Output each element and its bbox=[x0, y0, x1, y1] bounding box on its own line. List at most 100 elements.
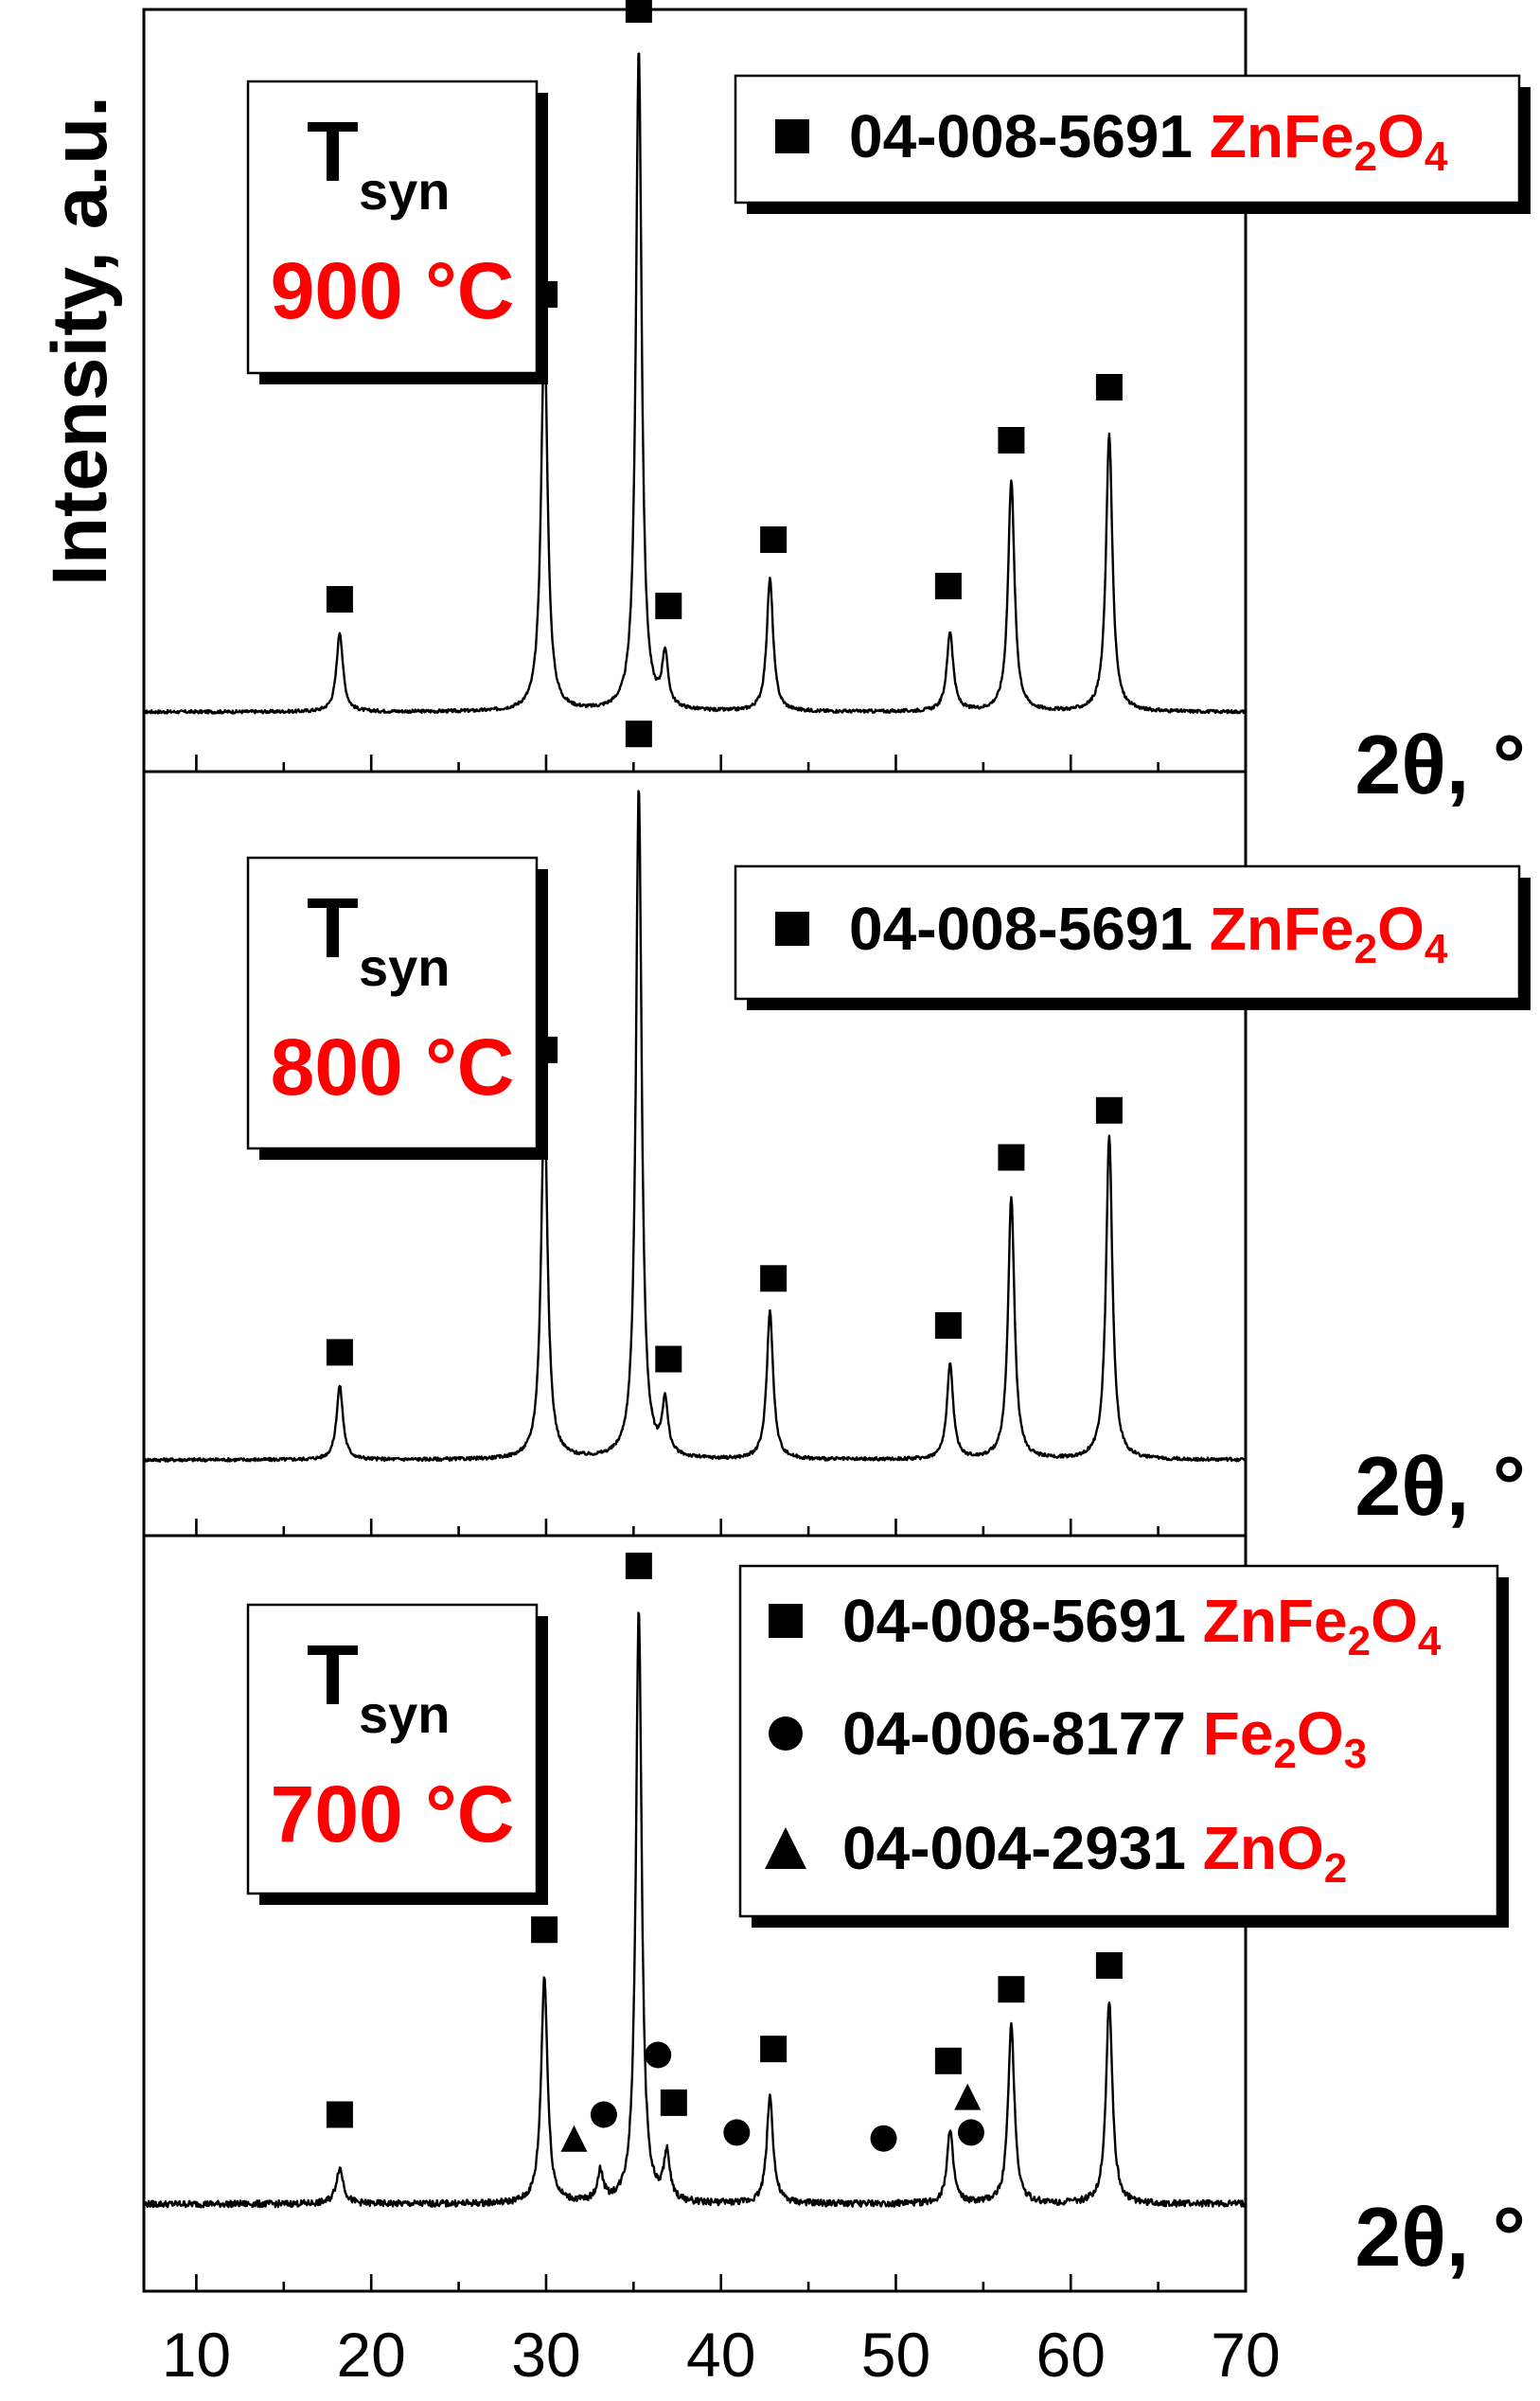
peak-square-marker bbox=[326, 586, 353, 613]
temperature-value: 900 °C bbox=[271, 246, 515, 335]
tsyn-subscript: syn bbox=[359, 161, 451, 221]
tsyn-subscript: syn bbox=[359, 1684, 451, 1744]
x-tick-label: 10 bbox=[162, 2320, 231, 2390]
peak-circle-marker bbox=[723, 2119, 751, 2146]
tsyn-t: T bbox=[307, 1628, 359, 1723]
tsyn-box bbox=[246, 1603, 539, 1895]
tsyn-box bbox=[246, 856, 539, 1150]
legend-formula-part: 2 bbox=[1348, 1618, 1371, 1664]
legend-entry: 04-006-8177 Fe2O3 bbox=[842, 1699, 1367, 1777]
legend-entry: 04-008-5691 ZnFe2O4 bbox=[849, 102, 1448, 180]
peak-square-marker bbox=[760, 2036, 788, 2063]
legend-box bbox=[734, 864, 1521, 1001]
diffraction-trace bbox=[142, 790, 1247, 1463]
peak-circle-marker bbox=[645, 2041, 672, 2069]
tsyn-label: Tsyn bbox=[307, 881, 450, 997]
peak-square-marker bbox=[625, 720, 652, 748]
peak-square-marker bbox=[1095, 1096, 1123, 1124]
peak-square-marker bbox=[998, 1976, 1025, 2003]
legend-formula-part: 4 bbox=[1425, 926, 1448, 972]
x-axis-title: 2θ, ° bbox=[1354, 718, 1526, 811]
x-tick-label: 40 bbox=[686, 2320, 755, 2390]
peak-square-marker bbox=[625, 0, 652, 23]
legend-formula-part: 4 bbox=[1418, 1618, 1442, 1664]
peak-square-marker bbox=[998, 1144, 1025, 1171]
legend-card-code: 04-008-5691 bbox=[849, 102, 1210, 170]
temperature-value: 800 °C bbox=[271, 1023, 515, 1112]
legend-entry: 04-008-5691 ZnFe2O4 bbox=[849, 895, 1448, 972]
legend-card-code: 04-004-2931 bbox=[842, 1814, 1203, 1882]
tsyn-label: Tsyn bbox=[307, 105, 450, 221]
legend-box bbox=[738, 1564, 1499, 1918]
tsyn-subscript: syn bbox=[359, 937, 451, 997]
peak-square-marker bbox=[760, 1265, 788, 1292]
peak-square-marker bbox=[934, 2047, 962, 2074]
peak-square-marker bbox=[531, 1916, 558, 1944]
legend-entry: 04-008-5691 ZnFe2O4 bbox=[842, 1587, 1442, 1664]
peak-triangle-marker bbox=[954, 2083, 982, 2110]
legend-formula-part: 2 bbox=[1354, 133, 1377, 180]
x-tick-label: 60 bbox=[1036, 2320, 1106, 2390]
tsyn-t: T bbox=[307, 881, 359, 976]
legend-formula-part: 2 bbox=[1324, 1845, 1347, 1892]
x-axis: 10 20 30 40 50 60 70 bbox=[162, 2320, 1281, 2390]
peak-square-marker bbox=[326, 2101, 353, 2128]
legend-formula-part: O bbox=[1297, 1699, 1344, 1768]
legend-formula-part: ZnO bbox=[1203, 1814, 1324, 1882]
peak-square-marker bbox=[655, 593, 682, 619]
legend-card-code: 04-006-8177 bbox=[842, 1699, 1203, 1768]
legend-formula-part: ZnFe bbox=[1210, 102, 1354, 170]
peak-square-marker bbox=[660, 2089, 687, 2116]
peak-circle-marker bbox=[870, 2125, 897, 2152]
x-tick-label: 30 bbox=[511, 2320, 580, 2390]
x-tick-label: 70 bbox=[1211, 2320, 1280, 2390]
diffraction-trace bbox=[142, 1611, 1248, 2209]
legend-box bbox=[734, 74, 1521, 205]
peak-triangle-marker bbox=[560, 2125, 588, 2152]
legend-square-marker bbox=[775, 119, 809, 153]
legend-formula-part: Fe bbox=[1203, 1699, 1274, 1768]
temperature-value: 700 °C bbox=[271, 1770, 515, 1859]
panel-900: Tsyn 900 °C 04-008-5691 ZnFe2O4 2θ, ° bbox=[142, 0, 1531, 811]
x-axis-title: 2θ, ° bbox=[1354, 1439, 1526, 1533]
peak-square-marker bbox=[934, 573, 962, 599]
legend-formula-part: 2 bbox=[1273, 1731, 1296, 1777]
legend-triangle-marker bbox=[765, 1827, 806, 1869]
peak-square-marker bbox=[1095, 1952, 1123, 1979]
peak-circle-marker bbox=[957, 2119, 984, 2146]
peak-square-marker bbox=[326, 1339, 353, 1366]
legend-formula-part: 2 bbox=[1354, 926, 1377, 972]
diffraction-trace bbox=[143, 52, 1248, 715]
legend-formula-part: ZnFe bbox=[1210, 895, 1354, 963]
legend-formula-part: 3 bbox=[1344, 1731, 1367, 1777]
peak-square-marker bbox=[934, 1312, 962, 1339]
peak-square-marker bbox=[1095, 374, 1123, 400]
peak-square-marker bbox=[760, 526, 788, 553]
peak-square-marker bbox=[625, 1552, 652, 1579]
x-tick-label: 20 bbox=[336, 2320, 405, 2390]
legend-card-code: 04-008-5691 bbox=[842, 1587, 1203, 1655]
panel-800: Tsyn 800 °C 04-008-5691 ZnFe2O4 2θ, ° bbox=[142, 720, 1531, 1538]
legend-entry: 04-004-2931 ZnO2 bbox=[842, 1814, 1347, 1892]
tsyn-t: T bbox=[307, 105, 359, 200]
peak-square-marker bbox=[998, 427, 1025, 454]
legend-card-code: 04-008-5691 bbox=[849, 895, 1210, 963]
y-axis-label: Intensity, a.u. bbox=[37, 96, 123, 586]
legend-formula-part: ZnFe bbox=[1203, 1587, 1348, 1655]
legend-formula-part: O bbox=[1377, 102, 1425, 170]
x-axis-title: 2θ, ° bbox=[1354, 2190, 1526, 2284]
peak-square-marker bbox=[655, 1345, 682, 1373]
tsyn-box bbox=[246, 80, 539, 375]
legend-circle-marker bbox=[769, 1716, 803, 1751]
legend-formula-part: O bbox=[1371, 1587, 1418, 1655]
legend-square-marker bbox=[769, 1604, 803, 1638]
peak-circle-marker bbox=[590, 2101, 617, 2128]
tsyn-label: Tsyn bbox=[307, 1628, 450, 1744]
legend-square-marker bbox=[775, 912, 809, 946]
legend-formula-part: 4 bbox=[1425, 133, 1448, 180]
x-tick-label: 50 bbox=[861, 2320, 930, 2390]
legend-formula-part: O bbox=[1377, 895, 1425, 963]
